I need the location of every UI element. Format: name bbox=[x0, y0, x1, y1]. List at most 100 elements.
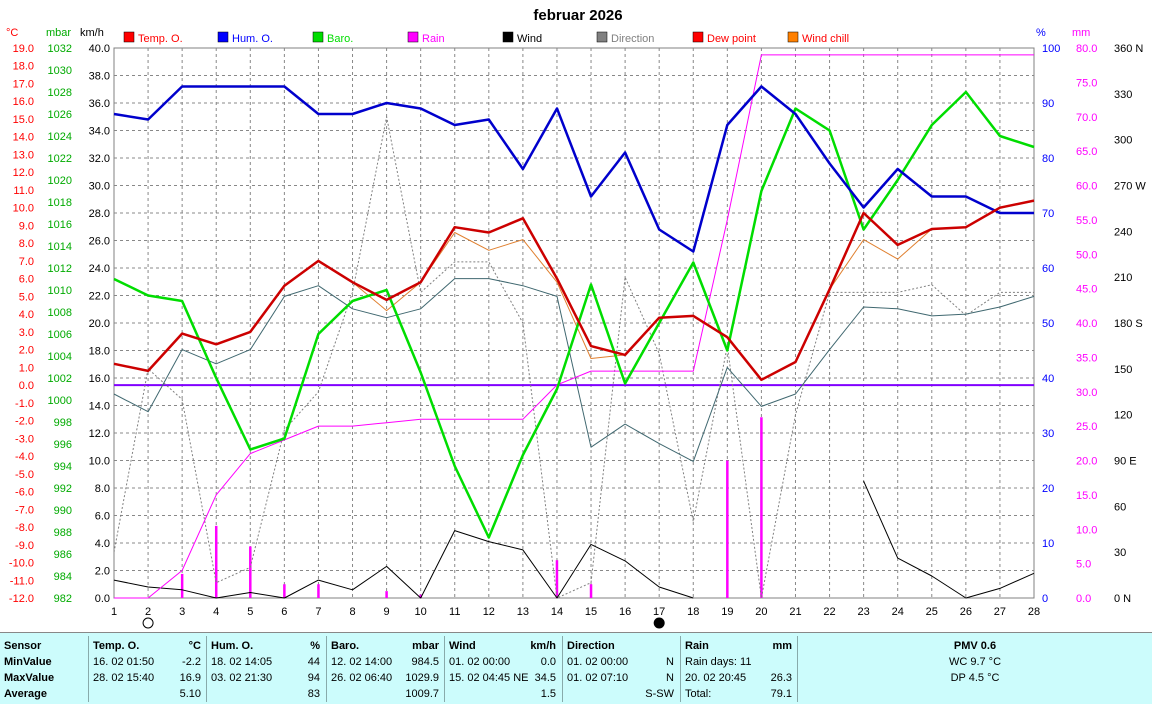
average-label: Average bbox=[4, 688, 48, 700]
rain-column: Rain mm Rain days: 11 20. 02 20:45 26.3 To… bbox=[680, 636, 796, 702]
x-tick-label: 2 bbox=[145, 606, 151, 618]
x-tick-label: 18 bbox=[687, 606, 699, 618]
rain-unit: mm bbox=[772, 640, 792, 652]
wind-axis-unit: km/h bbox=[80, 27, 104, 39]
dew-point-value: DP 4.5 °C bbox=[950, 672, 1000, 684]
baro-tick-label: 1028 bbox=[48, 87, 72, 99]
baro-header: Baro. bbox=[331, 640, 360, 652]
x-tick-label: 7 bbox=[315, 606, 321, 618]
wind-unit: km/h bbox=[530, 640, 556, 652]
legend-swatch-2 bbox=[312, 31, 324, 43]
rain-tick-label: 0.0 bbox=[1076, 593, 1091, 605]
rain-tick-label: 20.0 bbox=[1076, 456, 1097, 468]
x-tick-label: 19 bbox=[721, 606, 733, 618]
temp-tick-label: 14.0 bbox=[13, 132, 34, 144]
dir-tick-label: 90 E bbox=[1114, 456, 1137, 468]
temp-tick-label: 5.0 bbox=[19, 291, 34, 303]
series-line-wind bbox=[863, 480, 1035, 599]
legend-swatch-1 bbox=[217, 31, 229, 43]
hum-avg: 83 bbox=[307, 688, 320, 700]
hum-max-time: 03. 02 21:30 bbox=[211, 672, 273, 684]
legend-label-1: Hum. O. bbox=[232, 33, 273, 45]
x-tick-label: 24 bbox=[892, 606, 904, 618]
direction-avg: S-SW bbox=[645, 688, 674, 700]
x-tick-label: 26 bbox=[960, 606, 972, 618]
legend-swatch-3 bbox=[407, 31, 419, 43]
x-tick-label: 10 bbox=[415, 606, 427, 618]
legend-swatch-5 bbox=[596, 31, 608, 43]
temp-tick-label: 11.0 bbox=[13, 185, 34, 197]
hum-min-time: 18. 02 14:05 bbox=[211, 656, 273, 668]
wind-min-time: 01. 02 00:00 bbox=[449, 656, 511, 668]
wind-tick-label: 4.0 bbox=[95, 538, 110, 550]
direction-max-time: 01. 02 07:10 bbox=[567, 672, 629, 684]
wind-tick-label: 12.0 bbox=[89, 428, 110, 440]
rain-tick-label: 25.0 bbox=[1076, 421, 1097, 433]
legend-label-6: Dew point bbox=[707, 33, 756, 45]
hum-tick-label: 90 bbox=[1042, 98, 1054, 110]
x-tick-label: 11 bbox=[449, 606, 460, 618]
wind-tick-label: 26.0 bbox=[89, 236, 110, 248]
rain-tick-label: 5.0 bbox=[1076, 559, 1091, 571]
baro-axis-unit: mbar bbox=[46, 27, 71, 39]
rain-tick-label: 10.0 bbox=[1076, 524, 1097, 536]
legend-label-4: Wind bbox=[517, 33, 542, 45]
rain-max-time: 20. 02 20:45 bbox=[685, 672, 747, 684]
full-moon-icon bbox=[142, 617, 154, 629]
wind-tick-label: 14.0 bbox=[89, 401, 110, 413]
dir-tick-label: 60 bbox=[1114, 501, 1126, 513]
dir-tick-label: 30 bbox=[1114, 547, 1126, 559]
hum-tick-label: 50 bbox=[1042, 318, 1054, 330]
temp-max: 16.9 bbox=[179, 672, 201, 684]
temp-tick-label: -9.0 bbox=[15, 540, 34, 552]
temp-tick-label: -7.0 bbox=[15, 504, 34, 516]
wind-tick-label: 24.0 bbox=[89, 263, 110, 275]
wind-tick-label: 40.0 bbox=[89, 43, 110, 55]
chart-title: februar 2026 bbox=[533, 7, 622, 24]
wind-tick-label: 28.0 bbox=[89, 208, 110, 220]
legend-label-0: Temp. O. bbox=[138, 33, 183, 45]
wind-max-time: 15. 02 04:45 NE bbox=[449, 672, 529, 684]
wind-tick-label: 32.0 bbox=[89, 153, 110, 165]
maxvalue-label: MaxValue bbox=[4, 672, 55, 684]
baro-tick-label: 992 bbox=[54, 483, 72, 495]
rain-total: 79.1 bbox=[770, 688, 792, 700]
baro-tick-label: 1012 bbox=[48, 263, 72, 275]
temp-tick-label: -1.0 bbox=[15, 398, 34, 410]
wind-tick-label: 0.0 bbox=[95, 593, 110, 605]
hum-tick-label: 0 bbox=[1042, 593, 1048, 605]
summary-table: Sensor MinValue MaxValue Average Temp. O… bbox=[0, 632, 1152, 704]
x-tick-label: 9 bbox=[384, 606, 390, 618]
temp-tick-label: -10.0 bbox=[9, 558, 34, 570]
x-tick-label: 22 bbox=[823, 606, 835, 618]
dir-tick-label: 330 bbox=[1114, 89, 1132, 101]
wind-column: Wind km/h 01. 02 00:00 0.0 15. 02 04:45 NE… bbox=[444, 636, 560, 702]
legend-label-3: Rain bbox=[422, 33, 445, 45]
wind-tick-label: 38.0 bbox=[89, 71, 110, 83]
hum-tick-label: 100 bbox=[1042, 43, 1060, 55]
hum-tick-label: 80 bbox=[1042, 153, 1054, 165]
temp-tick-label: 13.0 bbox=[13, 149, 34, 161]
x-tick-label: 6 bbox=[281, 606, 287, 618]
temp-tick-label: -3.0 bbox=[15, 433, 34, 445]
direction-min-time: 01. 02 00:00 bbox=[567, 656, 629, 668]
hum-min: 44 bbox=[307, 656, 320, 668]
wind-header: Wind bbox=[449, 640, 476, 652]
x-tick-label: 27 bbox=[994, 606, 1006, 618]
x-tick-label: 17 bbox=[653, 606, 665, 618]
hum-header: Hum. O. bbox=[211, 640, 254, 652]
temp-min: -2.2 bbox=[182, 656, 201, 668]
rain-max: 26.3 bbox=[770, 672, 792, 684]
hum-tick-label: 60 bbox=[1042, 263, 1054, 275]
temp-tick-label: 4.0 bbox=[19, 309, 34, 321]
baro-tick-label: 994 bbox=[54, 461, 72, 473]
x-tick-label: 21 bbox=[789, 606, 801, 618]
x-tick-label: 28 bbox=[1028, 606, 1040, 618]
sensor-header: Sensor bbox=[4, 640, 42, 652]
temp-tick-label: -5.0 bbox=[15, 469, 34, 481]
baro-tick-label: 984 bbox=[54, 571, 72, 583]
x-tick-label: 4 bbox=[213, 606, 219, 618]
hum-max: 94 bbox=[307, 672, 320, 684]
temp-tick-label: 12.0 bbox=[13, 167, 34, 179]
rain-tick-label: 35.0 bbox=[1076, 352, 1097, 364]
